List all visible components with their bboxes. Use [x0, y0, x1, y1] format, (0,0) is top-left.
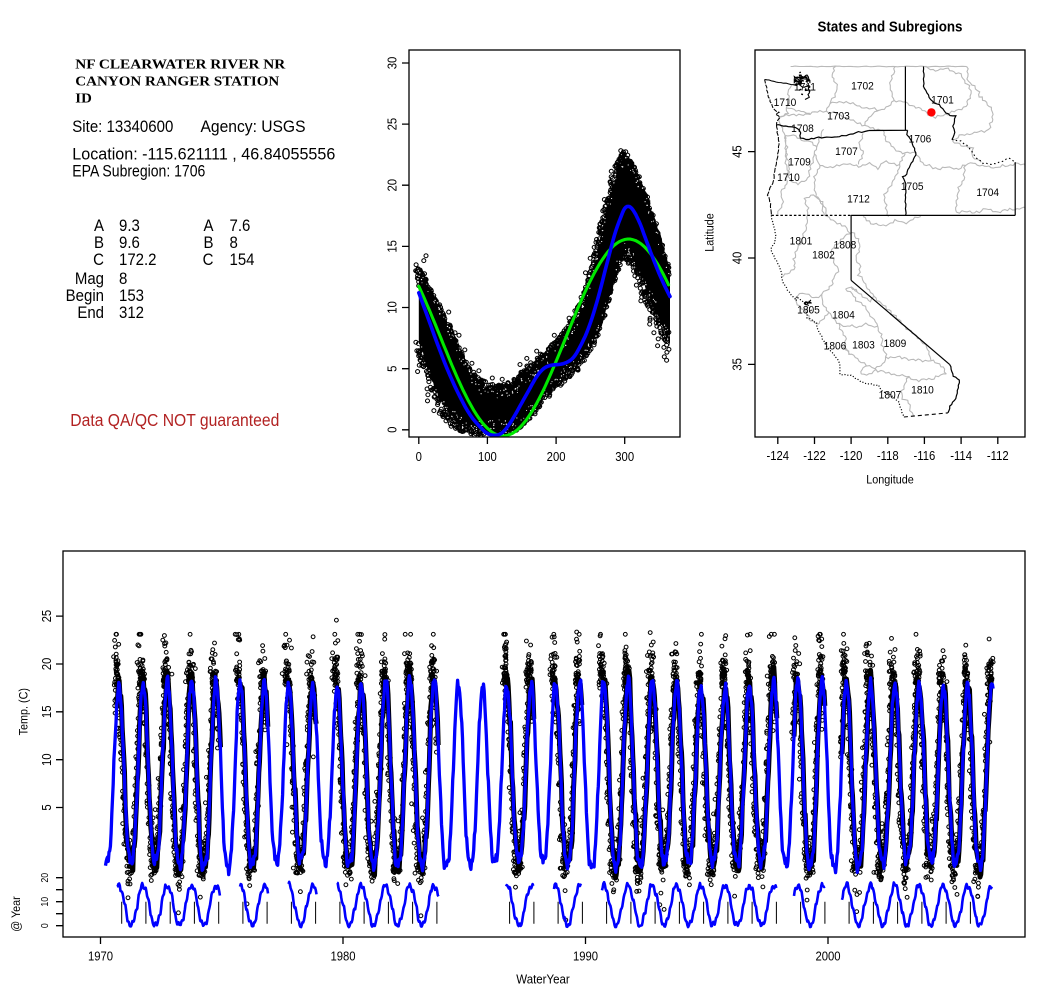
svg-text:-114: -114 — [950, 448, 972, 463]
svg-text:300: 300 — [615, 449, 634, 464]
svg-text:1810: 1810 — [911, 384, 934, 397]
svg-text:200: 200 — [547, 449, 566, 464]
svg-text:25: 25 — [385, 118, 400, 131]
svg-text:20: 20 — [39, 657, 54, 670]
svg-text:1990: 1990 — [573, 949, 598, 964]
svg-text:Data QA/QC NOT guaranteed: Data QA/QC NOT guaranteed — [70, 411, 279, 430]
svg-text:2000: 2000 — [815, 949, 840, 964]
svg-text:C: C — [93, 251, 104, 269]
svg-text:40: 40 — [730, 251, 745, 264]
svg-text:Temp. (C): Temp. (C) — [18, 688, 31, 736]
svg-text:1805: 1805 — [797, 304, 820, 317]
svg-text:10: 10 — [39, 753, 54, 766]
svg-text:15: 15 — [385, 240, 400, 253]
svg-text:-112: -112 — [987, 448, 1009, 463]
svg-text:Agency: USGS: Agency: USGS — [201, 118, 306, 136]
svg-text:45: 45 — [730, 145, 745, 158]
svg-text:1708: 1708 — [791, 123, 814, 136]
svg-text:35: 35 — [730, 358, 745, 371]
svg-text:172.2: 172.2 — [119, 251, 157, 269]
svg-text:Begin: Begin — [66, 287, 104, 305]
svg-text:0: 0 — [416, 449, 423, 464]
svg-text:1706: 1706 — [909, 133, 932, 146]
svg-text:1703: 1703 — [827, 110, 850, 123]
svg-text:10: 10 — [40, 897, 51, 907]
svg-text:1801: 1801 — [790, 235, 813, 248]
svg-text:5: 5 — [385, 365, 400, 372]
svg-text:7.6: 7.6 — [230, 217, 251, 235]
svg-text:10: 10 — [385, 301, 400, 314]
svg-text:1711: 1711 — [794, 81, 816, 94]
svg-text:30: 30 — [385, 56, 400, 69]
svg-text:Site: 13340600: Site: 13340600 — [72, 118, 173, 136]
svg-text:1704: 1704 — [976, 186, 999, 199]
svg-text:1809: 1809 — [884, 338, 907, 351]
svg-text:1807: 1807 — [879, 389, 902, 402]
svg-text:20: 20 — [40, 873, 51, 883]
svg-text:-124: -124 — [766, 448, 789, 463]
svg-text:-118: -118 — [877, 448, 899, 463]
svg-text:Mag: Mag — [75, 270, 104, 288]
svg-text:0: 0 — [385, 426, 400, 433]
svg-text:20: 20 — [385, 179, 400, 192]
svg-text:C: C — [203, 251, 214, 269]
svg-text:1808: 1808 — [834, 239, 857, 252]
svg-text:9.6: 9.6 — [119, 234, 140, 252]
svg-text:1707: 1707 — [835, 146, 858, 159]
svg-text:9.3: 9.3 — [119, 217, 140, 235]
svg-text:312: 312 — [119, 304, 144, 322]
svg-text:1709: 1709 — [788, 156, 811, 169]
svg-text:8: 8 — [119, 270, 127, 288]
svg-text:End: End — [77, 304, 104, 322]
svg-text:100: 100 — [478, 449, 497, 464]
svg-text:@ Year: @ Year — [11, 896, 24, 932]
svg-text:-120: -120 — [840, 448, 863, 463]
svg-text:1804: 1804 — [832, 309, 855, 322]
svg-text:1803: 1803 — [852, 339, 875, 352]
svg-text:-116: -116 — [914, 448, 936, 463]
svg-text:CANYON RANGER STATION: CANYON RANGER STATION — [75, 73, 280, 89]
svg-text:154: 154 — [230, 251, 255, 269]
svg-text:Longitude: Longitude — [866, 474, 913, 487]
svg-text:WaterYear: WaterYear — [516, 972, 569, 987]
svg-text:0: 0 — [40, 923, 51, 928]
svg-text:Location: -115.621111 , 46.840: Location: -115.621111 , 46.84055556 — [72, 146, 335, 164]
svg-text:B: B — [204, 234, 214, 252]
svg-text:1980: 1980 — [330, 949, 355, 964]
svg-text:1705: 1705 — [901, 181, 924, 194]
svg-text:A: A — [204, 217, 214, 235]
svg-text:15: 15 — [39, 705, 54, 718]
svg-text:B: B — [94, 234, 104, 252]
svg-text:1806: 1806 — [824, 340, 847, 353]
svg-text:1802: 1802 — [812, 249, 835, 262]
svg-text:25: 25 — [39, 610, 54, 623]
svg-text:1701: 1701 — [931, 94, 954, 107]
svg-text:1710: 1710 — [774, 97, 797, 110]
svg-text:Latitude: Latitude — [704, 213, 717, 251]
svg-text:ID: ID — [75, 90, 92, 106]
svg-text:A: A — [94, 217, 104, 235]
svg-text:-122: -122 — [803, 448, 826, 463]
svg-text:8: 8 — [230, 234, 238, 252]
svg-text:153: 153 — [119, 287, 144, 305]
svg-text:1702: 1702 — [851, 80, 874, 93]
svg-text:1970: 1970 — [88, 949, 113, 964]
svg-text:EPA Subregion: 1706: EPA Subregion: 1706 — [72, 163, 205, 181]
svg-text:1712: 1712 — [847, 193, 870, 206]
svg-text:1710: 1710 — [777, 172, 800, 185]
svg-text:5: 5 — [39, 804, 54, 811]
svg-text:NF CLEARWATER RIVER NR: NF CLEARWATER RIVER NR — [75, 56, 286, 72]
svg-text:States and Subregions: States and Subregions — [818, 19, 963, 36]
